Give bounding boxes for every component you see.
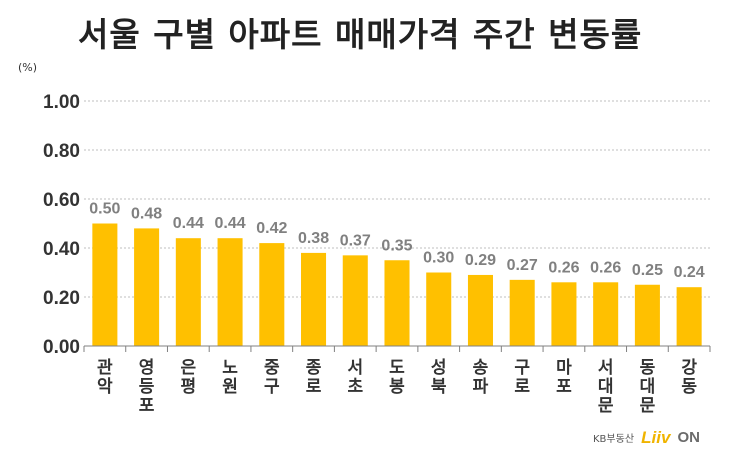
value-label: 0.38 [298,230,329,247]
value-label: 0.50 [89,201,120,218]
logo-liiv-text: Liiv [641,427,671,447]
bar [509,279,535,346]
y-tick-label: 0.80 [43,141,80,162]
bar [426,272,452,346]
y-tick-label: 0.60 [43,190,80,211]
kb-liiv-on-logo: KB부동산 Liiv ON [593,427,700,448]
x-axis [83,345,711,352]
value-label: 0.26 [590,259,621,276]
value-label: 0.26 [548,259,579,276]
y-axis-ticks: 0.00 0.20 0.40 0.60 0.80 1.00 [43,92,80,358]
bar [342,255,368,346]
chart-title: 서울 구별 아파트 매매가격 주간 변동률 [78,15,643,54]
bar [384,260,410,346]
value-label: 0.30 [423,250,454,267]
value-label: 0.42 [256,220,287,237]
value-label: 0.24 [674,264,705,281]
value-label: 0.35 [381,237,412,254]
value-label: 0.44 [173,215,204,232]
bar [217,238,243,346]
value-label: 0.29 [465,252,496,269]
y-tick-label: 1.00 [43,92,80,113]
value-labels: 0.50 0.48 0.44 0.44 0.42 0.38 0.37 0.35 0.30 0.29… [89,201,705,282]
y-tick-label: 0.20 [43,288,80,309]
bar [175,238,201,346]
value-label: 0.44 [214,215,245,232]
bar [593,282,619,346]
bar [467,274,493,346]
bar [551,282,577,346]
value-label: 0.27 [507,257,538,274]
bars [92,223,702,346]
bar [259,243,285,346]
value-label: 0.25 [632,262,663,279]
bar [92,223,118,346]
bar [134,228,160,346]
y-tick-label: 0.40 [43,239,80,260]
value-label: 0.37 [340,232,371,249]
bar [301,252,327,346]
y-tick-label: 0.00 [43,337,80,358]
bar [634,284,660,346]
unit-label: (%) [18,61,38,74]
bar [676,287,702,346]
category-labels: 관 악 영 등 포 은 평 노 원 중 구 종 로 서 초 도 봉 성 북 송 파 구 로 마 포 서 대 문 동 대 문 강 동 [97,358,697,416]
logo-on-text: ON [677,429,701,446]
logo-kb-text: KB부동산 [593,434,635,445]
value-label: 0.48 [131,205,162,222]
